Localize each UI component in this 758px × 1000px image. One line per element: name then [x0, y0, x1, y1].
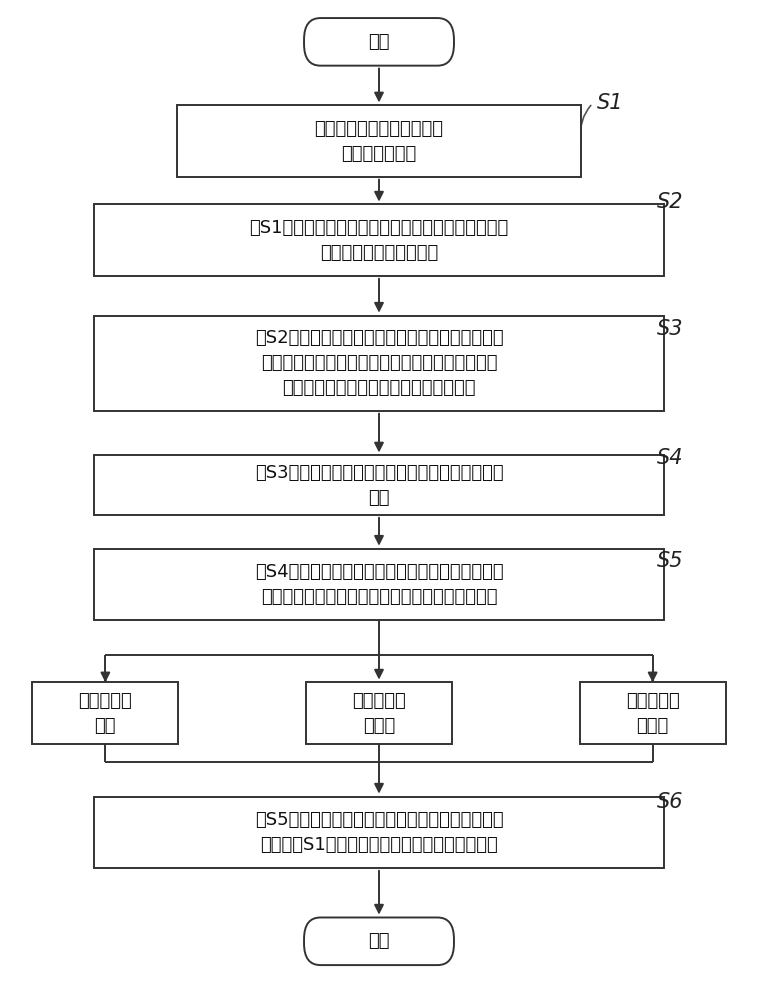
- Bar: [94, 204, 664, 276]
- Bar: [306, 682, 452, 744]
- Text: 选定多线程应用程序作为多
核基准测试程序: 选定多线程应用程序作为多 核基准测试程序: [315, 120, 443, 163]
- Bar: [94, 797, 664, 868]
- Text: S2: S2: [656, 192, 683, 212]
- Text: 将S3中多个离散片段按照分割时分割点的不同进行
分组: 将S3中多个离散片段按照分割时分割点的不同进行 分组: [255, 464, 503, 507]
- Text: 处理器模拟
模块: 处理器模拟 模块: [79, 692, 132, 735]
- FancyArrowPatch shape: [653, 805, 662, 830]
- Text: 存储层级模
拟模块: 存储层级模 拟模块: [626, 692, 679, 735]
- FancyArrowPatch shape: [581, 105, 590, 138]
- Text: S6: S6: [656, 792, 683, 812]
- FancyBboxPatch shape: [304, 18, 454, 66]
- FancyArrowPatch shape: [653, 564, 662, 582]
- Text: 把S2中取得的每个线程的样本片段运行在模拟器的
动态代码分析模块中，将每个线程的指令流样本片
段按照分割点的不同分割成多个离散片段: 把S2中取得的每个线程的样本片段运行在模拟器的 动态代码分析模块中，将每个线程的…: [255, 329, 503, 397]
- Bar: [94, 549, 664, 620]
- Text: 对S1中选定的多线程应用程序采用采样策略，取得每
个线程的指令流样本片段: 对S1中选定的多线程应用程序采用采样策略，取得每 个线程的指令流样本片段: [249, 219, 509, 262]
- Bar: [33, 682, 178, 744]
- Bar: [94, 455, 664, 515]
- Text: S5: S5: [656, 551, 683, 571]
- Text: 网络互联模
拟模块: 网络互联模 拟模块: [352, 692, 406, 735]
- FancyArrowPatch shape: [653, 461, 662, 483]
- FancyBboxPatch shape: [304, 917, 454, 965]
- Text: 开始: 开始: [368, 33, 390, 51]
- Bar: [94, 316, 664, 411]
- Text: S4: S4: [656, 448, 683, 468]
- Text: 把S4中分组后的离散片段运行在对应的片段模拟模
块中，得出所述离散片段运行所需花费的模拟时间: 把S4中分组后的离散片段运行在对应的片段模拟模 块中，得出所述离散片段运行所需花…: [255, 563, 503, 606]
- Text: 结束: 结束: [368, 932, 390, 950]
- Text: S3: S3: [656, 319, 683, 339]
- Bar: [177, 105, 581, 177]
- Text: 将S5中所有的片段模拟模块中所输出的模拟时间相
加，得出S1中多线程应用程序的模拟执行总时间: 将S5中所有的片段模拟模块中所输出的模拟时间相 加，得出S1中多线程应用程序的模…: [255, 811, 503, 854]
- FancyArrowPatch shape: [653, 205, 662, 238]
- FancyArrowPatch shape: [653, 332, 662, 361]
- Text: S1: S1: [597, 93, 623, 113]
- Bar: [580, 682, 725, 744]
